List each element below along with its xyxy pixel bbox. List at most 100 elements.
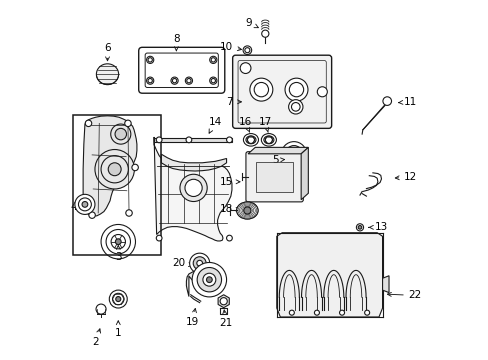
Circle shape	[254, 82, 268, 97]
Circle shape	[116, 297, 121, 302]
Text: 2: 2	[92, 329, 101, 347]
Circle shape	[148, 78, 152, 83]
Text: 15: 15	[219, 177, 240, 187]
Circle shape	[291, 103, 300, 111]
Text: 6: 6	[104, 43, 111, 61]
Circle shape	[211, 78, 215, 83]
Circle shape	[203, 273, 215, 286]
Circle shape	[285, 78, 307, 101]
Ellipse shape	[236, 202, 258, 219]
Text: 20: 20	[172, 258, 192, 268]
Circle shape	[184, 179, 202, 197]
Circle shape	[124, 120, 131, 127]
Circle shape	[125, 210, 132, 216]
Circle shape	[261, 30, 268, 37]
Text: 1: 1	[115, 321, 122, 338]
Circle shape	[78, 198, 91, 211]
Ellipse shape	[261, 134, 276, 146]
Polygon shape	[83, 116, 137, 216]
Circle shape	[281, 141, 306, 167]
Circle shape	[226, 235, 232, 241]
Circle shape	[382, 97, 391, 105]
Circle shape	[244, 48, 249, 53]
Text: 7: 7	[226, 97, 241, 107]
Text: 3: 3	[115, 246, 122, 262]
Circle shape	[189, 253, 209, 273]
FancyBboxPatch shape	[255, 162, 293, 192]
Circle shape	[109, 290, 127, 308]
FancyBboxPatch shape	[232, 55, 331, 129]
Circle shape	[101, 225, 135, 259]
Circle shape	[82, 202, 88, 207]
Ellipse shape	[245, 136, 255, 144]
Circle shape	[285, 145, 302, 163]
Ellipse shape	[264, 136, 273, 144]
Circle shape	[132, 164, 138, 171]
Polygon shape	[154, 137, 231, 241]
Text: 13: 13	[368, 222, 387, 232]
Polygon shape	[382, 276, 388, 293]
Circle shape	[110, 124, 131, 144]
Circle shape	[106, 229, 130, 254]
Circle shape	[148, 58, 152, 62]
Circle shape	[317, 87, 326, 97]
Polygon shape	[154, 138, 231, 142]
Text: 4: 4	[70, 202, 82, 212]
Circle shape	[288, 149, 298, 159]
Circle shape	[289, 82, 303, 97]
Circle shape	[364, 310, 369, 315]
Circle shape	[180, 174, 207, 202]
Circle shape	[75, 194, 95, 215]
Circle shape	[247, 136, 254, 143]
Circle shape	[111, 234, 125, 249]
Circle shape	[85, 120, 92, 127]
Text: 22: 22	[386, 291, 421, 301]
Circle shape	[192, 262, 226, 297]
Circle shape	[288, 100, 303, 114]
Text: 16: 16	[238, 117, 251, 132]
Circle shape	[146, 56, 153, 63]
Circle shape	[185, 137, 191, 143]
Circle shape	[196, 260, 202, 266]
Circle shape	[356, 224, 363, 231]
Circle shape	[172, 78, 176, 83]
Polygon shape	[247, 147, 308, 154]
Circle shape	[209, 77, 217, 84]
Circle shape	[89, 212, 95, 219]
Circle shape	[156, 235, 162, 241]
Circle shape	[156, 137, 162, 143]
Text: 17: 17	[258, 117, 271, 132]
Circle shape	[115, 239, 121, 244]
Circle shape	[240, 63, 250, 73]
Polygon shape	[161, 154, 226, 171]
Text: 18: 18	[219, 204, 240, 215]
Circle shape	[95, 149, 134, 189]
Polygon shape	[186, 269, 221, 297]
FancyBboxPatch shape	[245, 152, 303, 202]
Circle shape	[265, 136, 272, 143]
Polygon shape	[218, 295, 229, 308]
Circle shape	[185, 77, 192, 84]
Polygon shape	[301, 147, 308, 200]
Circle shape	[112, 293, 124, 305]
Circle shape	[171, 77, 178, 84]
Circle shape	[220, 298, 227, 305]
Circle shape	[289, 310, 294, 315]
Circle shape	[211, 58, 215, 62]
Circle shape	[243, 46, 251, 54]
Circle shape	[146, 77, 153, 84]
Circle shape	[209, 56, 217, 63]
Circle shape	[193, 257, 206, 270]
Circle shape	[244, 207, 250, 214]
Circle shape	[197, 267, 221, 292]
Circle shape	[339, 310, 344, 315]
Text: 9: 9	[245, 18, 258, 28]
Circle shape	[108, 163, 121, 176]
Circle shape	[96, 304, 106, 314]
Text: 5: 5	[271, 155, 284, 165]
Text: 8: 8	[173, 35, 179, 51]
Circle shape	[249, 78, 272, 101]
Text: 14: 14	[208, 117, 221, 133]
Ellipse shape	[96, 64, 119, 85]
Text: 19: 19	[185, 309, 199, 327]
